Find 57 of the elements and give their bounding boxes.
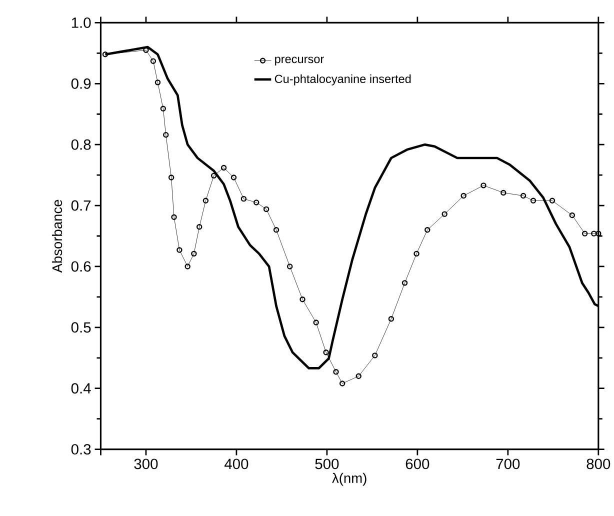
y-tick-label: 0.6 [71, 261, 91, 272]
point [163, 132, 169, 138]
point [549, 198, 556, 204]
point [210, 172, 217, 178]
point [202, 198, 209, 204]
point [273, 226, 280, 233]
point [323, 349, 329, 356]
point [339, 380, 346, 386]
point [154, 79, 161, 86]
point [402, 280, 408, 286]
point [286, 263, 293, 270]
x-tick-label: 700 [496, 458, 520, 469]
point [388, 316, 394, 322]
point [196, 224, 202, 230]
point [171, 214, 177, 220]
point [254, 199, 260, 206]
point [530, 198, 536, 204]
point [372, 352, 378, 358]
point [184, 263, 190, 270]
point [480, 182, 486, 188]
point [500, 190, 506, 196]
y-tick-label: 0.4 [71, 382, 91, 394]
x-tick-label: 400 [224, 458, 248, 469]
x-axis-title: λ(nm) [332, 472, 366, 486]
point [220, 164, 227, 170]
y-axis-title: Absorbance [52, 200, 62, 273]
y-tick-label: 1.0 [72, 17, 91, 28]
x-tick-label: 500 [315, 458, 339, 469]
legend-label: precursor [275, 56, 324, 66]
point [442, 210, 448, 217]
point [313, 319, 319, 326]
point [582, 230, 588, 236]
point [414, 250, 420, 256]
point [300, 296, 306, 302]
y-tick-label: 0.9 [71, 78, 91, 89]
x-tick-label: 300 [134, 458, 158, 469]
point [520, 192, 526, 198]
legend-label: Cu-phtalocyanine inserted [274, 74, 411, 86]
point [240, 196, 247, 202]
point [230, 174, 237, 180]
point [569, 212, 576, 218]
y-tick-label: 0.3 [71, 444, 91, 454]
point [460, 192, 466, 198]
x-tick-label: 600 [406, 458, 430, 469]
point [160, 106, 166, 112]
point [263, 206, 270, 212]
point [191, 250, 197, 256]
point [150, 58, 156, 64]
point [356, 373, 362, 379]
y-tick-label: 0.8 [71, 139, 91, 150]
y-tick-label: 0.7 [71, 200, 91, 211]
point [168, 174, 174, 180]
point [424, 226, 430, 233]
y-tick-label: 0.5 [71, 322, 91, 332]
point [176, 246, 182, 253]
x-tick-label: 800 [586, 458, 610, 469]
point [333, 368, 339, 375]
